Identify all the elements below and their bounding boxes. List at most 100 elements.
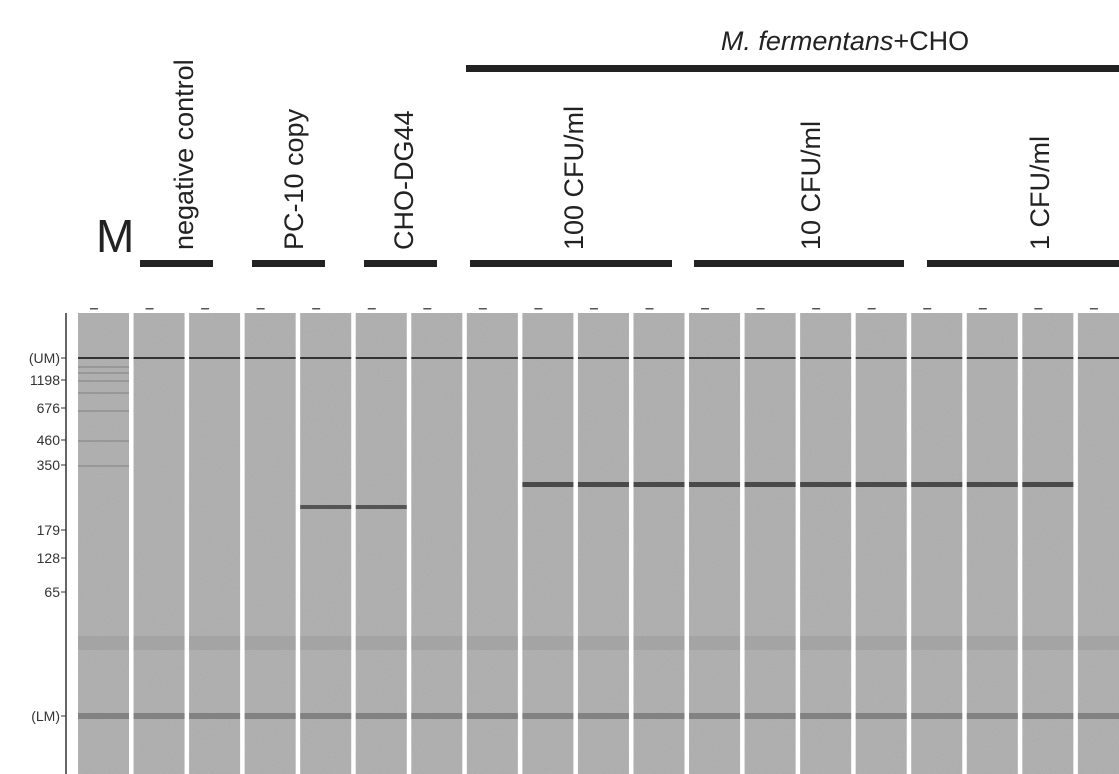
upper-marker-band xyxy=(134,357,185,359)
marker-size-label: 65 xyxy=(44,584,60,600)
marker-label: M xyxy=(96,210,134,262)
band xyxy=(856,482,907,487)
group-title-rest: +CHO xyxy=(893,26,969,56)
lane-bar xyxy=(364,260,437,267)
lower-marker-band xyxy=(300,713,351,719)
upper-marker-band xyxy=(856,357,907,359)
group-title: M. fermentans+CHO xyxy=(721,26,969,56)
marker-size-label: (LM) xyxy=(31,708,60,724)
well-mark xyxy=(590,308,598,310)
primer-smear xyxy=(245,636,296,650)
lane-grain xyxy=(522,313,573,774)
lane-grain xyxy=(634,313,685,774)
lower-marker-band xyxy=(967,713,1018,719)
primer-smear xyxy=(189,636,240,650)
band xyxy=(522,482,573,487)
primer-smear xyxy=(911,636,962,650)
upper-marker-band xyxy=(967,357,1018,359)
band xyxy=(1022,482,1073,487)
well-mark xyxy=(868,308,876,310)
lane-label: PC-10 copy xyxy=(279,108,309,250)
band xyxy=(800,482,851,487)
lane-label: 1 CFU/ml xyxy=(1025,136,1055,250)
primer-smear xyxy=(578,636,629,650)
lane-grain xyxy=(745,313,796,774)
primer-smear xyxy=(300,636,351,650)
band xyxy=(356,505,407,509)
lane-bar xyxy=(470,260,672,267)
lane-grain xyxy=(78,313,129,774)
lower-marker-band xyxy=(189,713,240,719)
well-mark xyxy=(90,308,98,310)
lane-grain xyxy=(689,313,740,774)
well-mark xyxy=(146,308,154,310)
lower-marker-band xyxy=(411,713,462,719)
lane-grain xyxy=(356,313,407,774)
marker-size-label: (UM) xyxy=(29,350,60,366)
lane-bar xyxy=(252,260,325,267)
primer-smear xyxy=(856,636,907,650)
upper-marker-band xyxy=(578,357,629,359)
upper-marker-band xyxy=(78,357,129,359)
well-mark xyxy=(812,308,820,310)
lane-label: 100 CFU/ml xyxy=(559,106,589,250)
well-mark xyxy=(1034,308,1042,310)
upper-marker-band xyxy=(1078,357,1119,359)
well-mark xyxy=(534,308,542,310)
lane-bar xyxy=(694,260,904,267)
lane-grain xyxy=(856,313,907,774)
lower-marker-band xyxy=(800,713,851,719)
lower-marker-band xyxy=(78,713,129,719)
lower-marker-band xyxy=(245,713,296,719)
lane-grain xyxy=(467,313,518,774)
lane-grain xyxy=(189,313,240,774)
upper-marker-band xyxy=(745,357,796,359)
upper-marker-band xyxy=(689,357,740,359)
upper-marker-band xyxy=(467,357,518,359)
ladder-band xyxy=(78,366,129,368)
group-bar xyxy=(466,65,1119,72)
well-mark xyxy=(368,308,376,310)
well-mark xyxy=(757,308,765,310)
marker-size-label: 350 xyxy=(37,457,61,473)
upper-marker-band xyxy=(356,357,407,359)
band xyxy=(911,482,962,487)
lane-label: 10 CFU/ml xyxy=(796,121,826,250)
primer-smear xyxy=(1022,636,1073,650)
ladder-band xyxy=(78,392,129,394)
gel xyxy=(78,308,1119,774)
marker-size-label: 179 xyxy=(37,522,61,538)
primer-smear xyxy=(467,636,518,650)
well-mark xyxy=(312,308,320,310)
lower-marker-band xyxy=(745,713,796,719)
band xyxy=(967,482,1018,487)
primer-smear xyxy=(745,636,796,650)
primer-smear xyxy=(967,636,1018,650)
lane-grain xyxy=(411,313,462,774)
lower-marker-band xyxy=(856,713,907,719)
well-mark xyxy=(1090,308,1098,310)
lane-grain xyxy=(1022,313,1073,774)
primer-smear xyxy=(134,636,185,650)
lane-label: CHO-DG44 xyxy=(389,110,419,250)
upper-marker-band xyxy=(189,357,240,359)
group-title-italic: M. fermentans xyxy=(721,26,894,56)
upper-marker-band xyxy=(800,357,851,359)
ladder-band xyxy=(78,380,129,382)
primer-smear xyxy=(1078,636,1119,650)
lane-label: negative control xyxy=(169,59,199,250)
marker-size-label: 460 xyxy=(37,432,61,448)
ladder-band xyxy=(78,440,129,442)
well-mark xyxy=(979,308,987,310)
lower-marker-band xyxy=(1078,713,1119,719)
band xyxy=(300,505,351,509)
lane-grain xyxy=(967,313,1018,774)
upper-marker-band xyxy=(300,357,351,359)
band xyxy=(689,482,740,487)
lower-marker-band xyxy=(634,713,685,719)
lane-grain xyxy=(800,313,851,774)
primer-smear xyxy=(522,636,573,650)
primer-smear xyxy=(78,636,129,650)
lower-marker-band xyxy=(911,713,962,719)
lane-grain xyxy=(300,313,351,774)
